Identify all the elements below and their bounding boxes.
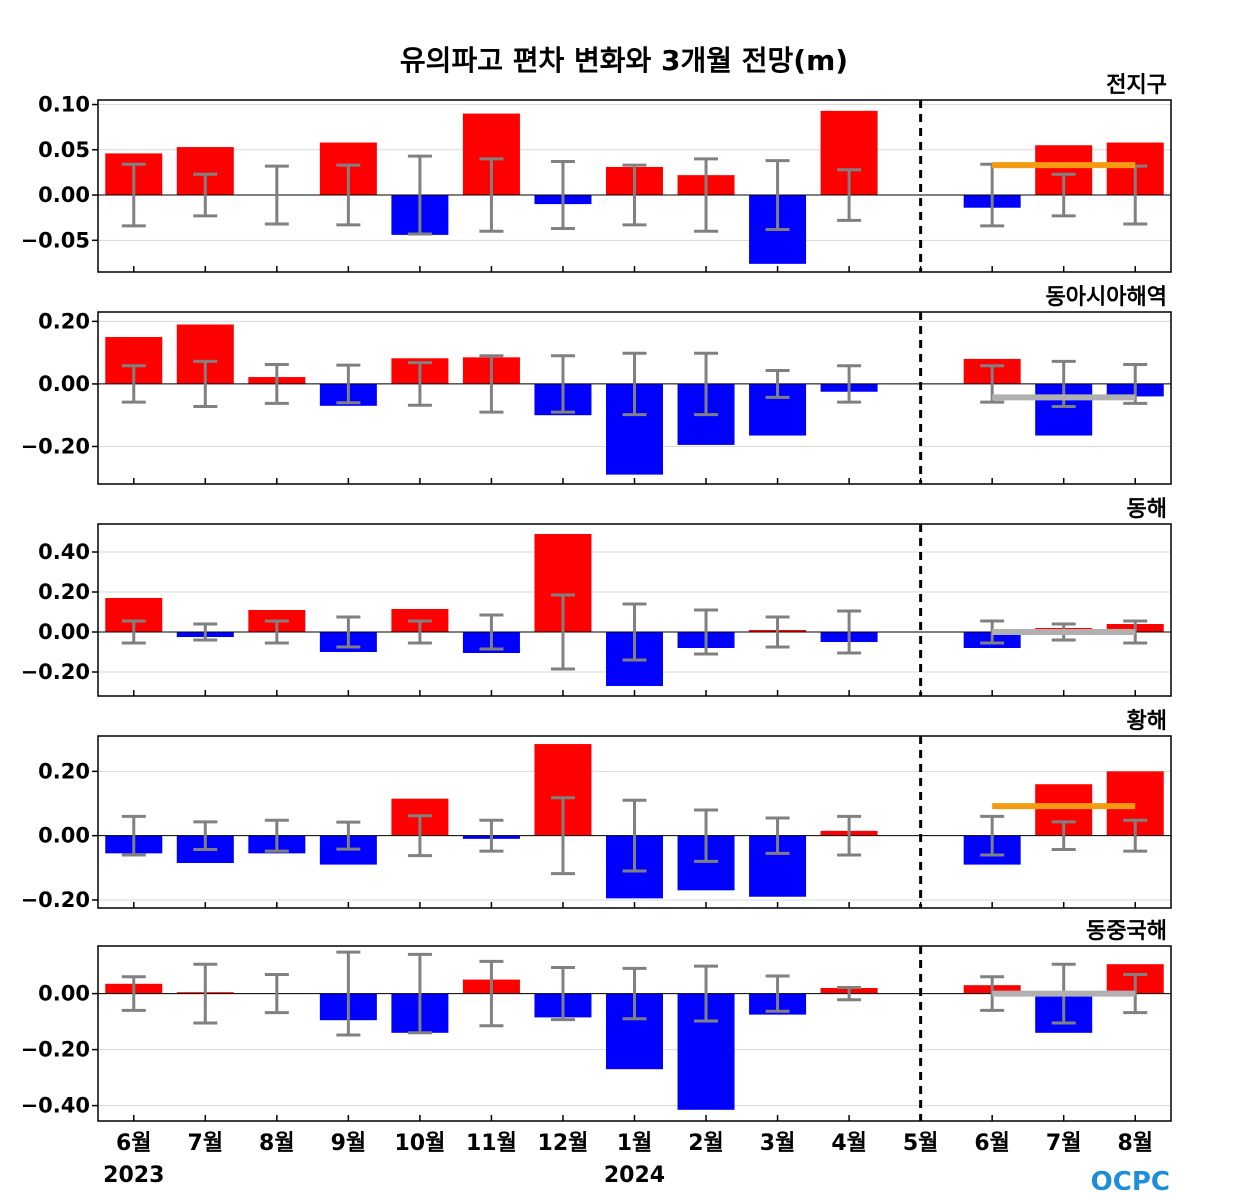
- y-tick-label: 0.00: [38, 982, 90, 1006]
- panel-frame: [97, 735, 1172, 909]
- y-tick-label: 0.10: [38, 93, 90, 117]
- x-tick-label: 3월: [760, 1131, 796, 1156]
- y-tick-label: −0.05: [21, 228, 90, 252]
- panel-title: 동해: [1127, 497, 1167, 522]
- x-tick-label: 11월: [466, 1131, 517, 1156]
- panel-title: 전지구: [1106, 73, 1167, 98]
- panel-frame: [97, 311, 1172, 485]
- chart-panels: 0.100.050.00−0.05전지구0.200.00−0.20동아시아해역0…: [21, 73, 1172, 1122]
- x-tick-label: 10월: [394, 1131, 445, 1156]
- chart-title: 유의파고 편차 변화와 3개월 전망(m): [400, 44, 848, 77]
- x-tick-label: 6월: [116, 1131, 152, 1156]
- y-tick-label: 0.00: [38, 183, 90, 207]
- panel-frame: [97, 523, 1172, 697]
- x-tick-label: 8월: [259, 1131, 295, 1156]
- x-axis: 6월 7월 8월 9월 10월 11월 12월 1월 2월 3월 4월 5월 6월 7월 8월 2023 202…: [103, 1131, 1153, 1188]
- panel-1: 0.20 0.00 −0.20 동아시아해역: [21, 285, 1172, 485]
- y-tick-label: −0.20: [21, 888, 90, 912]
- y-tick-label: 0.00: [38, 372, 90, 396]
- panel-title: 동아시아해역: [1046, 285, 1167, 310]
- ocpc-logo: OCPC: [1091, 1167, 1170, 1197]
- y-tick-label: 0.00: [38, 824, 90, 848]
- x-tick-label: 1월: [617, 1131, 653, 1156]
- x-tick-label: 4월: [831, 1131, 867, 1156]
- x-tick-label: 8월: [1117, 1131, 1153, 1156]
- y-tick-label: 0.40: [38, 540, 90, 564]
- panel-0: 0.10 0.05 0.00 −0.05 전지구: [21, 73, 1172, 273]
- y-tick-label: −0.40: [21, 1094, 90, 1118]
- panel-frame: [97, 945, 1172, 1122]
- panel-3: 0.20 0.00 −0.20 황해: [21, 709, 1172, 912]
- y-tick-label: 0.20: [38, 580, 90, 604]
- panel-frame: [97, 99, 1172, 273]
- x-tick-label: 7월: [188, 1131, 224, 1156]
- y-tick-label: 0.00: [38, 620, 90, 644]
- x-tick-label: 7월: [1046, 1131, 1082, 1156]
- x-tick-label: 2월: [688, 1131, 724, 1156]
- year-label: 2023: [103, 1163, 164, 1188]
- year-label: 2024: [604, 1163, 665, 1188]
- y-tick-label: −0.20: [21, 434, 90, 458]
- panel-title: 황해: [1127, 709, 1167, 734]
- y-tick-label: −0.20: [21, 1038, 90, 1062]
- x-tick-label: 12월: [538, 1131, 589, 1156]
- x-tick-label: 9월: [331, 1131, 367, 1156]
- panel-title: 동중국해: [1086, 919, 1167, 944]
- y-tick-label: 0.20: [38, 759, 90, 783]
- y-tick-label: 0.20: [38, 309, 90, 333]
- panel-4: 0.00 −0.20 −0.40 동중국해: [21, 919, 1172, 1122]
- y-tick-label: 0.05: [38, 138, 90, 162]
- x-tick-label: 6월: [974, 1131, 1010, 1156]
- y-tick-label: −0.20: [21, 660, 90, 684]
- panel-2: 0.40 0.20 0.00 −0.20 동해: [21, 497, 1172, 697]
- x-tick-label: 5월: [903, 1131, 939, 1156]
